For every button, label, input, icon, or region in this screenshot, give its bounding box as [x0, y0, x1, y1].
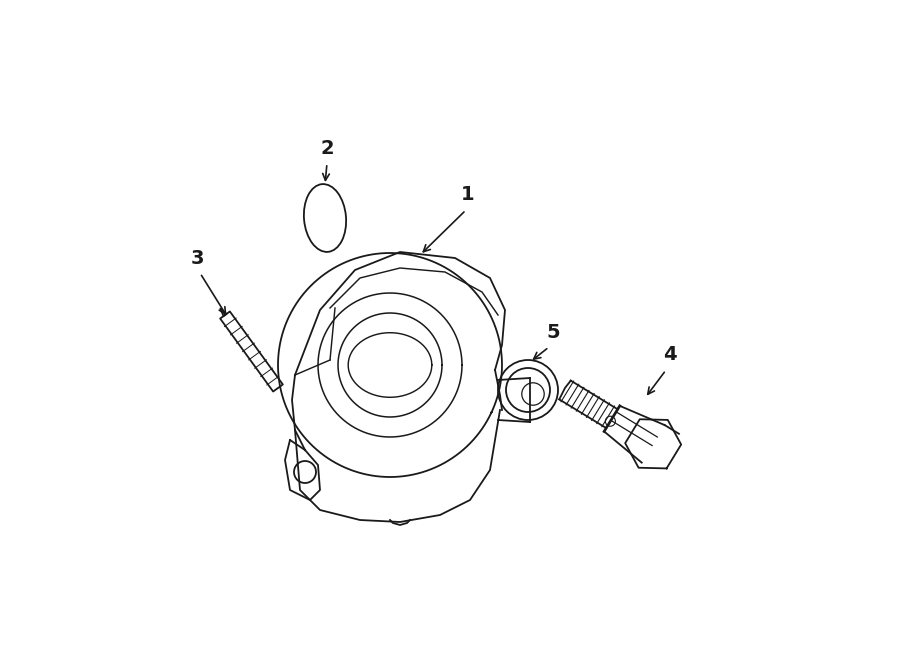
Text: 1: 1: [461, 186, 475, 204]
Text: 4: 4: [663, 346, 677, 364]
Text: 2: 2: [320, 139, 334, 157]
Text: 3: 3: [190, 249, 203, 268]
Text: 5: 5: [546, 323, 560, 342]
